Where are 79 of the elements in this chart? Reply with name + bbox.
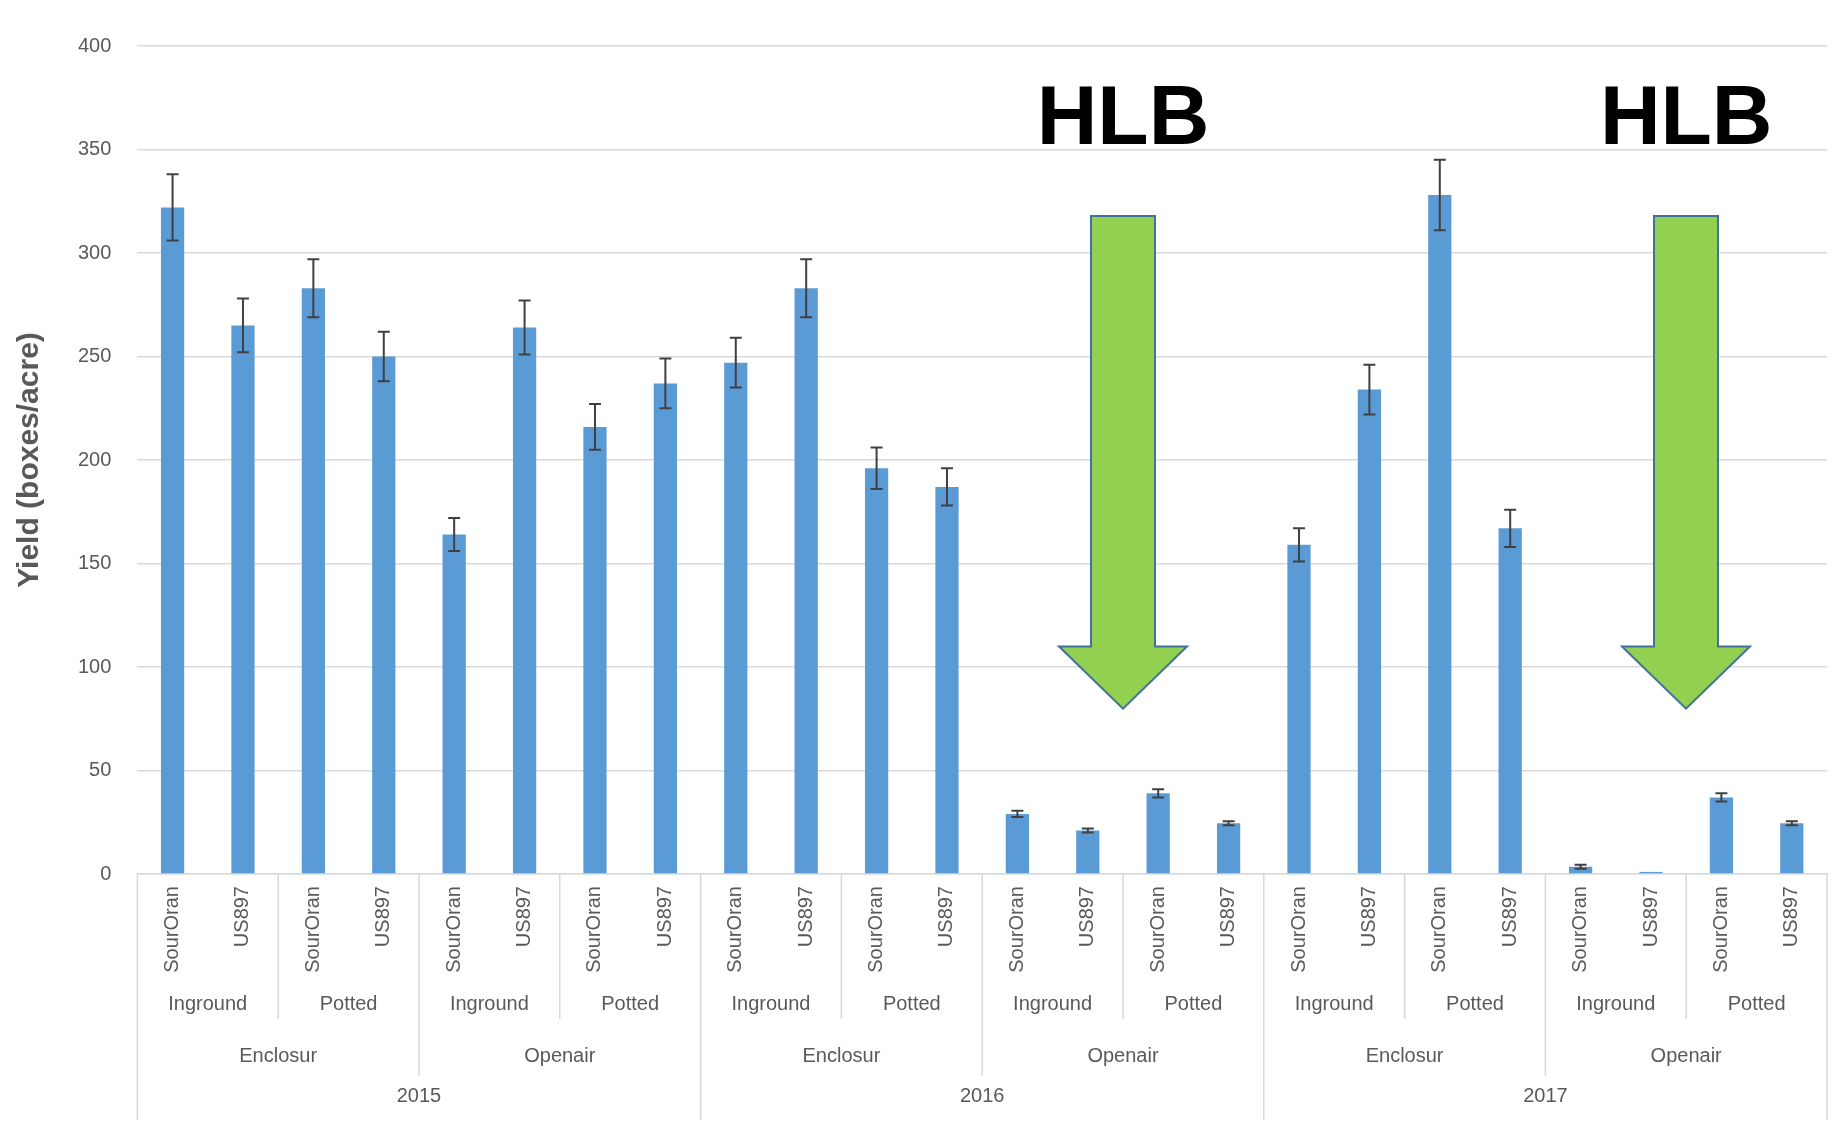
x-tick-label: US897 bbox=[1638, 886, 1661, 948]
text: Inground bbox=[449, 991, 529, 1014]
bar bbox=[724, 362, 748, 874]
bar bbox=[653, 383, 677, 874]
y-tick-label: 50 bbox=[89, 758, 112, 781]
text: Enclosur bbox=[802, 1043, 881, 1066]
bar bbox=[231, 325, 255, 874]
x-tick-label: US897 bbox=[371, 886, 394, 948]
text: Inground bbox=[1576, 991, 1656, 1014]
y-axis-title: Yield (boxes/acre) bbox=[11, 332, 45, 588]
text: 2016 bbox=[959, 1083, 1005, 1106]
bar bbox=[1357, 389, 1382, 874]
x-tick-label: SourOran bbox=[160, 886, 183, 973]
bar bbox=[1216, 823, 1241, 874]
bar bbox=[1428, 195, 1452, 874]
text: Openair bbox=[1650, 1043, 1723, 1066]
bar bbox=[1146, 793, 1170, 874]
y-tick-label: 150 bbox=[77, 551, 112, 574]
x-tick-label: SourOran bbox=[1004, 886, 1027, 973]
x-tick-label: SourOran bbox=[441, 886, 464, 973]
y-tick-label: 400 bbox=[77, 33, 112, 56]
x-tick-label: SourOran bbox=[1708, 886, 1731, 973]
bar bbox=[583, 426, 607, 874]
text: Potted bbox=[1727, 991, 1786, 1014]
annotation: HLB bbox=[1036, 67, 1210, 162]
text: Inground bbox=[1013, 991, 1093, 1014]
x-tick-label: SourOran bbox=[1568, 886, 1591, 973]
x-tick-label: SourOran bbox=[1286, 886, 1309, 973]
text: Openair bbox=[1087, 1043, 1159, 1066]
x-tick-label: US897 bbox=[1216, 886, 1239, 948]
text: Potted bbox=[319, 991, 378, 1014]
x-tick-label: SourOran bbox=[300, 886, 323, 973]
bar bbox=[1076, 830, 1100, 874]
text: 2015 bbox=[396, 1083, 442, 1106]
bar bbox=[301, 288, 325, 874]
y-tick-label: 100 bbox=[77, 654, 112, 677]
x-tick-label: SourOran bbox=[864, 886, 887, 973]
x-tick-label: SourOran bbox=[1427, 886, 1450, 973]
x-tick-label: US897 bbox=[1075, 886, 1098, 948]
y-tick-label: 300 bbox=[77, 240, 112, 263]
bar bbox=[935, 486, 959, 874]
text: Enclosur bbox=[239, 1043, 318, 1066]
annotation: HLB bbox=[1599, 67, 1773, 162]
x-tick-label: US897 bbox=[512, 886, 535, 948]
bar bbox=[372, 356, 396, 874]
x-tick-label: US897 bbox=[934, 886, 957, 948]
bar bbox=[442, 534, 466, 874]
text: Inground bbox=[731, 991, 811, 1014]
bar bbox=[794, 288, 818, 874]
x-tick-label: US897 bbox=[793, 886, 816, 948]
bar bbox=[160, 207, 185, 874]
bar bbox=[864, 468, 889, 874]
x-tick-label: SourOran bbox=[1145, 886, 1168, 973]
text: 2017 bbox=[1523, 1083, 1568, 1106]
x-tick-label: US897 bbox=[1497, 886, 1520, 948]
text: Potted bbox=[601, 991, 660, 1014]
text: Inground bbox=[168, 991, 248, 1014]
bar bbox=[1005, 813, 1029, 874]
x-tick-label: US897 bbox=[652, 886, 675, 948]
text: Inground bbox=[1294, 991, 1374, 1014]
bar bbox=[1780, 823, 1804, 874]
bar bbox=[1287, 544, 1311, 874]
x-tick-label: US897 bbox=[230, 886, 253, 948]
text: Potted bbox=[882, 991, 941, 1014]
y-tick-label: 250 bbox=[77, 344, 112, 367]
text: Openair bbox=[524, 1043, 596, 1066]
text: Potted bbox=[1164, 991, 1223, 1014]
text: Potted bbox=[1446, 991, 1504, 1014]
bar bbox=[1709, 797, 1734, 874]
x-tick-label: US897 bbox=[1779, 886, 1802, 948]
text: Enclosur bbox=[1365, 1043, 1444, 1066]
y-tick-label: 350 bbox=[77, 137, 112, 160]
bar bbox=[1498, 528, 1522, 874]
y-tick-label: 200 bbox=[77, 447, 112, 470]
bar bbox=[512, 327, 537, 874]
x-tick-label: SourOran bbox=[723, 886, 746, 973]
y-tick-label: 0 bbox=[100, 861, 112, 884]
x-tick-label: US897 bbox=[1356, 886, 1379, 948]
x-tick-label: SourOran bbox=[582, 886, 605, 973]
